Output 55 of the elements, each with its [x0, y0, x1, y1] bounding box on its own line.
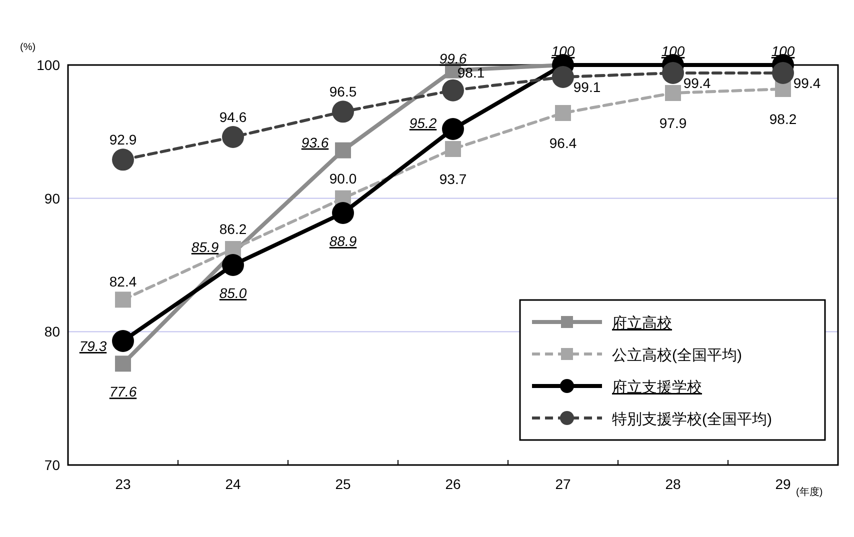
data-label: 98.2 — [769, 111, 797, 127]
data-label: 85.0 — [219, 285, 247, 301]
data-label: 94.6 — [219, 109, 247, 125]
data-label: 98.1 — [457, 64, 485, 80]
point — [442, 118, 464, 140]
data-label: 99.1 — [573, 79, 601, 95]
x-tick-label: 23 — [115, 476, 131, 492]
data-label: 95.2 — [409, 115, 437, 131]
point — [222, 254, 244, 276]
data-label: 99.4 — [683, 75, 711, 91]
y-tick-label: 70 — [44, 457, 60, 473]
point — [335, 142, 351, 158]
point — [662, 62, 684, 84]
point — [665, 85, 681, 101]
data-label: 82.4 — [109, 274, 137, 290]
data-label: 96.5 — [329, 84, 357, 100]
data-label: 90.0 — [329, 170, 357, 186]
data-label: 92.9 — [109, 132, 137, 148]
data-label: 93.6 — [301, 134, 329, 150]
point — [332, 100, 354, 123]
data-label: 77.6 — [109, 384, 137, 400]
x-tick-label: 28 — [665, 476, 681, 492]
data-label: 85.9 — [191, 239, 219, 255]
data-label: 86.2 — [219, 221, 247, 237]
point — [445, 141, 461, 157]
legend-label: 特別支援学校(全国平均) — [612, 411, 772, 428]
y-tick-label: 100 — [36, 57, 60, 73]
y-tick-label: 80 — [44, 324, 60, 340]
legend-label: 府立高校 — [612, 315, 672, 332]
point — [112, 330, 134, 352]
legend-label: 公立高校(全国平均) — [612, 347, 742, 364]
data-label: 99.4 — [793, 75, 821, 91]
data-label: 93.7 — [439, 171, 467, 187]
x-axis-title: (年度) — [796, 486, 823, 498]
x-tick-label: 24 — [225, 476, 241, 492]
point — [442, 79, 464, 102]
point — [112, 148, 134, 171]
data-label: 88.9 — [329, 233, 357, 249]
x-tick-label: 25 — [335, 476, 351, 492]
data-label: 79.3 — [79, 338, 107, 354]
point — [115, 356, 131, 372]
y-axis-title: (%) — [20, 42, 36, 53]
y-tick-label: 90 — [44, 190, 60, 206]
x-tick-label: 29 — [775, 476, 791, 492]
x-tick-label: 26 — [445, 476, 461, 492]
legend-label: 府立支援学校 — [612, 379, 702, 396]
point — [115, 292, 131, 308]
point — [552, 66, 574, 88]
point — [772, 62, 794, 84]
point — [332, 202, 354, 224]
data-label: 97.9 — [659, 115, 687, 131]
point — [555, 105, 571, 121]
x-tick-label: 27 — [555, 476, 571, 492]
point — [222, 126, 244, 148]
data-label: 96.4 — [549, 135, 577, 151]
